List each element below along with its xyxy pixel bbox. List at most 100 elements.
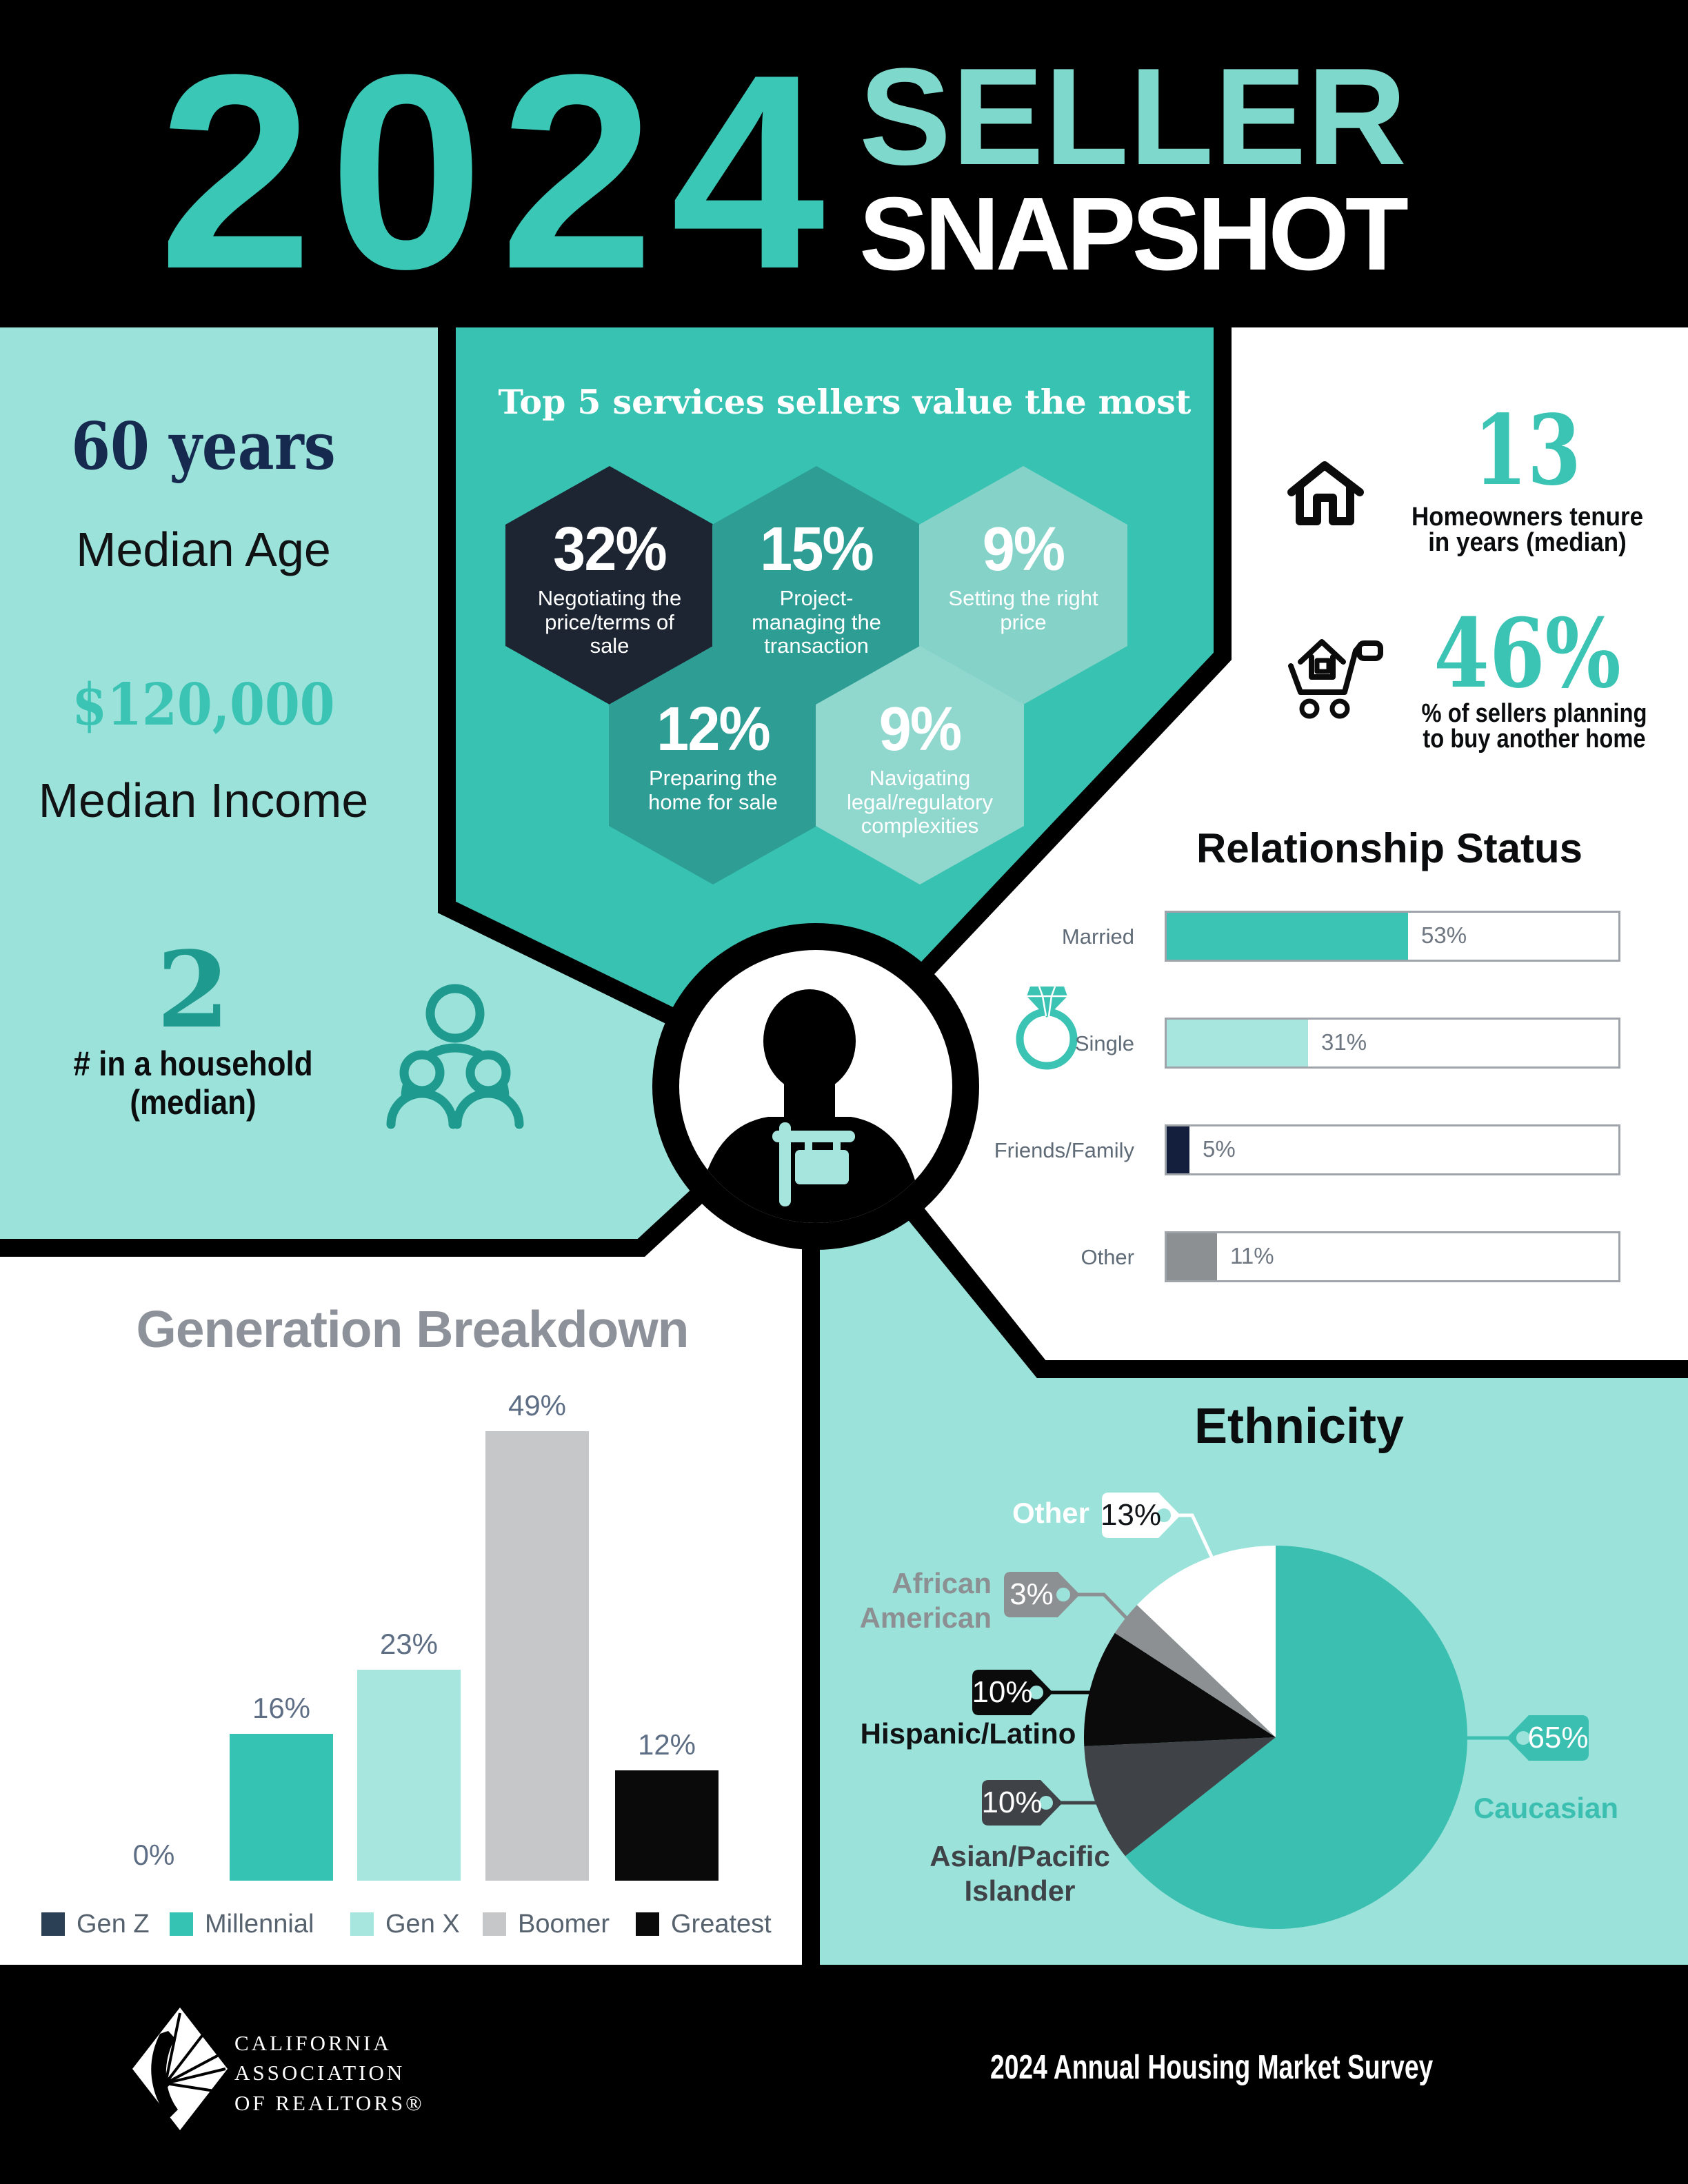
family-child1-head xyxy=(399,1050,445,1095)
pie-label-other: Other xyxy=(1012,1497,1089,1529)
footer-org-line1: CALIFORNIA xyxy=(234,2031,392,2055)
service-label-project: Project-managing the transaction xyxy=(752,586,881,658)
car-logo-dot xyxy=(161,2079,170,2087)
pie-slice-hispanic-latino xyxy=(1083,1632,1276,1746)
relationship-bar-value: 31% xyxy=(1321,1029,1367,1055)
family-parent-head xyxy=(425,984,485,1043)
generation-legend-swatch xyxy=(170,1912,193,1936)
house-icon xyxy=(1287,461,1364,525)
family-child2-shoulders xyxy=(452,1089,524,1129)
services-title: Top 5 services sellers value the most xyxy=(498,382,1192,422)
buy-again-label-line1: % of sellers planning xyxy=(1421,699,1647,728)
pie-tag-value-other: 13% xyxy=(1100,1498,1162,1532)
services-hexagons xyxy=(505,466,1127,884)
sale-sign-part4 xyxy=(833,1141,841,1155)
relationship-bar-track xyxy=(1165,911,1620,962)
relationship-title: Relationship Status xyxy=(1196,825,1583,871)
relationship-bar-label: Married xyxy=(1061,924,1134,949)
pie-tag-hole-asian-pacific-islander xyxy=(1039,1796,1053,1810)
relationship-bar-label: Other xyxy=(1081,1245,1134,1269)
relationship-bar-fill xyxy=(1167,1020,1308,1066)
relationship-bar-track xyxy=(1165,1231,1620,1282)
sale-sign-part2 xyxy=(772,1131,855,1142)
ring-icon-part3 xyxy=(1047,986,1056,1017)
household-label-line1: # in a household xyxy=(73,1044,313,1083)
pie-tag-value-asian-pacific-islander: 10% xyxy=(981,1786,1043,1819)
pie-tag-hole-hispanic-latino xyxy=(1029,1686,1043,1699)
cart-icon-part5 xyxy=(1314,658,1332,674)
household-label-line2: (median) xyxy=(130,1083,257,1122)
relationship-bar-track xyxy=(1165,1018,1620,1069)
cart-icon-part4 xyxy=(1309,654,1336,680)
pie-label-hispanic-latino: Hispanic/Latino xyxy=(860,1717,1076,1750)
generation-legend-swatch xyxy=(41,1912,65,1936)
generation-bar-value: 49% xyxy=(508,1389,567,1422)
tenure-value: 13 xyxy=(1474,394,1581,507)
ring-icon-part2 xyxy=(1038,986,1047,1017)
relationship-bar-fill xyxy=(1167,1233,1217,1280)
banner-title-line2: SNAPSHOT xyxy=(859,175,1409,292)
hexagon-negotiating xyxy=(505,466,714,705)
relationship-bar-value: 5% xyxy=(1203,1136,1236,1162)
pie-tag-hole-african-american xyxy=(1056,1588,1070,1601)
service-label-preparing: Preparing the home for sale xyxy=(648,766,778,814)
generation-legend-label: Gen X xyxy=(385,1910,460,1939)
car-logo xyxy=(132,2008,228,2130)
pie-tag-asian-pacific-islander xyxy=(982,1780,1063,1826)
car-logo-part3 xyxy=(165,2053,221,2085)
generation-legend-label: Greatest xyxy=(671,1910,772,1939)
pie-tag-hole-other xyxy=(1157,1508,1171,1522)
family-icon xyxy=(386,984,524,1129)
pie-slice-african-american xyxy=(1114,1605,1276,1737)
pie-slice-caucasian xyxy=(1125,1546,1467,1929)
household-value: 2 xyxy=(157,928,230,1051)
generation-bar xyxy=(615,1770,719,1881)
ethnicity-callouts xyxy=(972,1493,1589,1826)
footer-org-line3: OF REALTORS® xyxy=(234,2091,425,2115)
car-logo-part1 xyxy=(164,2012,181,2084)
pie-label-asian-pacific-islander: Asian/Pacific Islander xyxy=(930,1840,1110,1908)
cart-icon-part6 xyxy=(1299,698,1320,719)
sale-sign-part3 xyxy=(805,1141,812,1155)
hexagon-setting-price xyxy=(919,466,1127,705)
service-label-navigating: Navigating legal/regulatory complexities xyxy=(847,766,993,838)
generation-bar xyxy=(357,1670,461,1881)
pie-tag-value-caucasian: 65% xyxy=(1527,1721,1589,1755)
panel-ethnicity xyxy=(802,1061,1688,1983)
generation-legend-swatch xyxy=(483,1912,506,1936)
pie-slice-other xyxy=(1136,1546,1276,1737)
banner-title-line1: SELLER xyxy=(859,40,1407,194)
cart-icon xyxy=(1288,639,1383,719)
service-label-setting: Setting the right price xyxy=(948,586,1098,634)
service-pct-navigating: 9% xyxy=(878,695,962,764)
pie-tag-caucasian xyxy=(1507,1715,1589,1761)
pie-label-caucasian: Caucasian xyxy=(1473,1792,1619,1824)
pie-tag-hole-caucasian xyxy=(1516,1731,1530,1745)
generation-legend-label: Boomer xyxy=(518,1910,610,1939)
hexagon-preparing-home xyxy=(609,646,817,884)
cart-icon-part2 xyxy=(1356,640,1383,661)
relationship-bar-value: 11% xyxy=(1230,1243,1274,1268)
service-pct-project: 15% xyxy=(760,515,874,584)
family-child2-head xyxy=(465,1050,511,1095)
sale-sign-part1 xyxy=(779,1122,791,1206)
relationship-bar-value: 53% xyxy=(1421,922,1467,948)
pie-tag-other xyxy=(1102,1493,1180,1538)
car-logo-part2 xyxy=(164,2032,205,2085)
footer-org-line2: ASSOCIATION xyxy=(234,2061,405,2085)
pie-slice-asian-pacific-islander xyxy=(1084,1737,1276,1857)
pie-tag-african-american xyxy=(1004,1572,1080,1617)
sale-sign-part5 xyxy=(795,1150,849,1184)
banner-year: 2024 xyxy=(159,17,842,327)
sale-sign-icon xyxy=(772,1122,855,1206)
car-logo-california xyxy=(151,2031,178,2118)
ethnicity-pie xyxy=(1083,1546,1467,1929)
pie-tag-value-hispanic-latino: 10% xyxy=(972,1675,1033,1709)
median-income-value: $120,000 xyxy=(72,671,335,738)
buy-again-value: 46% xyxy=(1434,597,1621,709)
relationship-bar-label: Single xyxy=(1074,1031,1134,1055)
generation-legend-label: Gen Z xyxy=(77,1910,150,1939)
pie-label-african-american: African American xyxy=(859,1567,992,1635)
ethnicity-title: Ethnicity xyxy=(1194,1399,1405,1454)
generation-legend-swatch xyxy=(636,1912,659,1936)
